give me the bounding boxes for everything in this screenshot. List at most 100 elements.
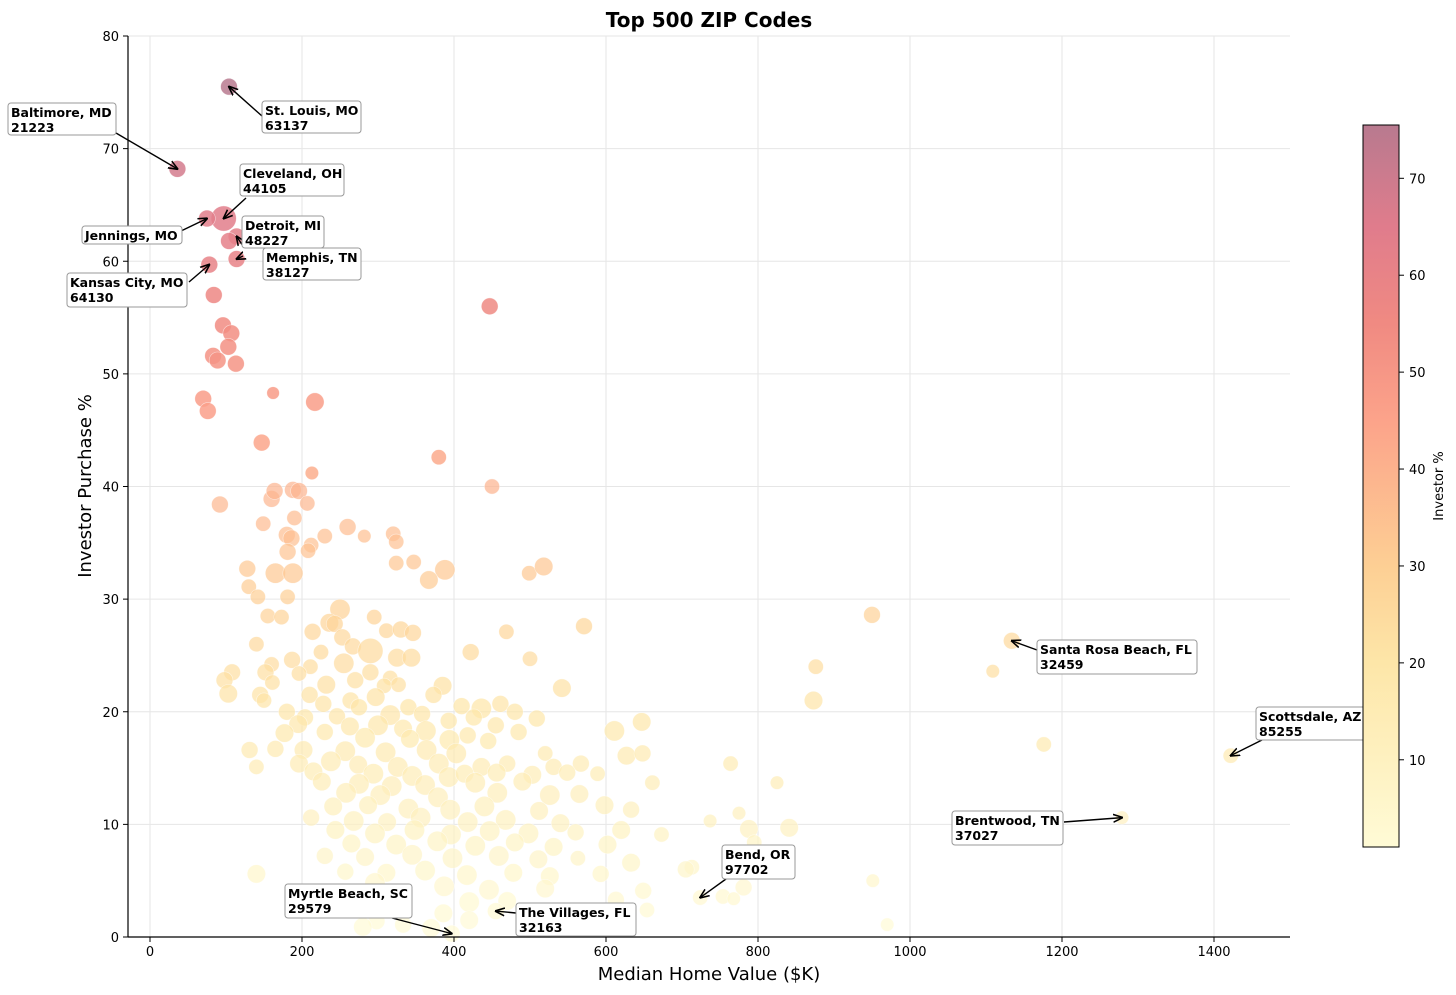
colorbar-tick-label: 30 — [1409, 560, 1426, 575]
annotation-box — [81, 225, 183, 245]
colorbar-tick-label: 70 — [1409, 172, 1426, 187]
scatter-point — [416, 739, 438, 761]
colorbar-label: Investor % — [1432, 451, 1447, 520]
scatter-point — [430, 449, 447, 466]
scatter-point — [491, 695, 510, 713]
annotation-name: St. Louis, MO — [265, 103, 358, 118]
scatter-point — [355, 847, 375, 867]
scatter-point — [445, 743, 467, 764]
scatter-point — [305, 392, 325, 412]
scatter-point — [414, 774, 436, 796]
y-tick-label: 0 — [111, 931, 119, 946]
scatter-point — [413, 705, 431, 723]
scatter-point — [366, 609, 383, 625]
scatter-point — [302, 808, 320, 827]
scatter-point — [278, 543, 297, 561]
scatter-point — [300, 686, 319, 704]
annotation-zip: 37027 — [955, 828, 999, 843]
scatter-point — [473, 796, 495, 817]
x-tick-label: 800 — [746, 945, 771, 960]
annotation-zip: 97702 — [725, 862, 769, 877]
scatter-point — [457, 811, 479, 833]
scatter-point — [1003, 632, 1021, 650]
scatter-point — [677, 860, 695, 879]
scatter-point — [312, 772, 332, 792]
scatter-point — [240, 578, 257, 595]
annotation-box — [515, 902, 637, 937]
annotation-name: Bend, OR — [725, 847, 791, 862]
scatter-point — [361, 663, 380, 681]
annotation-zip: 32163 — [519, 920, 563, 935]
chart-title: Top 500 ZIP Codes — [606, 8, 812, 32]
scatter-point — [278, 703, 296, 721]
scatter-point — [459, 910, 479, 930]
scatter-point — [218, 684, 238, 704]
annotation-box — [951, 810, 1064, 846]
scatter-point — [240, 741, 259, 759]
scatter-point — [1222, 747, 1239, 764]
scatter-point — [803, 690, 823, 710]
scatter-point — [452, 697, 471, 715]
scatter-point — [621, 853, 641, 873]
scatter-point — [316, 675, 336, 695]
annotation: Jennings, MO — [81, 218, 207, 245]
scatter-point — [335, 782, 357, 804]
scatter-point — [286, 510, 303, 526]
scatter-point — [288, 714, 308, 734]
annotation-name: Kansas City, MO — [70, 275, 183, 290]
annotation-arrow — [115, 132, 177, 169]
annotation-name: Scottsdale, AZ — [1259, 709, 1361, 724]
annotation-box — [66, 272, 188, 308]
annotation-zip: 38127 — [266, 265, 310, 280]
x-tick-label: 1400 — [1197, 945, 1230, 960]
scatter-point — [462, 643, 480, 661]
scatter-point — [575, 617, 593, 635]
scatter-point — [589, 765, 606, 782]
scatter-point — [343, 810, 365, 832]
x-tick-label: 600 — [594, 945, 619, 960]
scatter-point — [378, 622, 395, 639]
colorbar-tick-label: 20 — [1409, 657, 1426, 672]
scatter-point — [264, 562, 286, 584]
y-tick-label: 80 — [102, 30, 119, 45]
scatter-point — [300, 542, 316, 559]
scatter-point — [334, 740, 356, 762]
scatter-point — [316, 528, 333, 544]
scatter-point — [572, 754, 590, 773]
scatter-point — [404, 624, 422, 642]
scatter-point — [484, 478, 500, 495]
scatter-point — [479, 732, 497, 750]
annotation-arrow — [180, 218, 207, 232]
scatter-point — [518, 823, 539, 844]
annotation-zip: 48227 — [245, 233, 289, 248]
scatter-point — [249, 589, 266, 605]
scatter-point — [246, 864, 266, 884]
scatter-point — [341, 833, 361, 853]
scatter-point — [419, 570, 439, 590]
annotation-name: Santa Rosa Beach, FL — [1040, 642, 1192, 657]
scatter-point — [726, 891, 741, 906]
annotation-name: Baltimore, MD — [11, 105, 112, 120]
annotation-name: Myrtle Beach, SC — [288, 886, 408, 901]
x-tick-label: 400 — [442, 945, 467, 960]
scatter-point — [274, 723, 294, 743]
scatter-point — [304, 465, 319, 480]
annotation-name: The Villages, FL — [519, 905, 631, 920]
scatter-point — [303, 623, 322, 641]
scatter-point — [692, 889, 709, 906]
y-tick-label: 30 — [102, 593, 119, 608]
colorbar: Investor % 10 20 30 40 50 60 70 — [1362, 124, 1447, 848]
annotation-arrow — [224, 197, 247, 218]
scatter-point — [439, 799, 461, 821]
scatter-point — [424, 686, 443, 704]
annotation-name: Memphis, TN — [266, 250, 358, 265]
scatter-point — [375, 741, 397, 763]
scatter-point — [400, 729, 420, 749]
scatter-point — [326, 615, 344, 633]
scatter-point — [340, 716, 360, 736]
scatter-point — [248, 636, 265, 653]
